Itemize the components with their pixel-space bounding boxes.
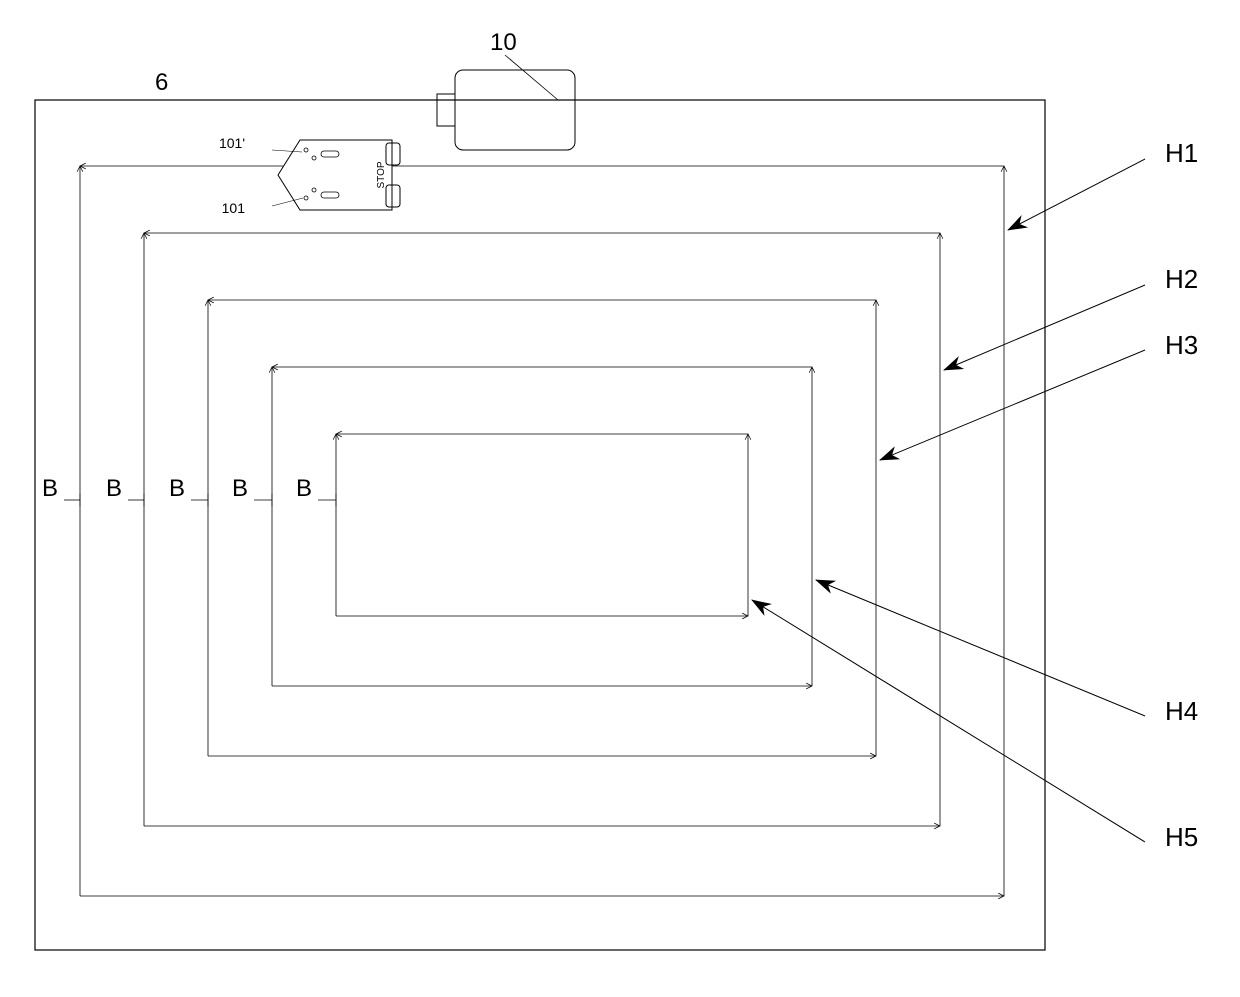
label-10: 10 (490, 29, 517, 56)
b-label-5: B (296, 475, 312, 502)
leader-H1 (1008, 159, 1145, 230)
label-H5: H5 (1165, 822, 1198, 852)
label-H4: H4 (1165, 696, 1198, 726)
label-H3: H3 (1165, 330, 1198, 360)
b-label-4: B (232, 475, 248, 502)
b-label-3: B (169, 475, 185, 502)
mower-body (278, 140, 392, 210)
outer-frame (35, 100, 1045, 950)
charger-tab (437, 94, 455, 126)
b-label-2: B (106, 475, 122, 502)
leader-H3 (880, 350, 1145, 460)
label-H2: H2 (1165, 264, 1198, 294)
label-101: 101 (222, 200, 246, 216)
charger-box (455, 70, 575, 150)
leader-10 (505, 55, 558, 100)
label-101-prime: 101' (219, 135, 245, 151)
label-H1: H1 (1165, 138, 1198, 168)
leader-H4 (816, 580, 1145, 716)
mower-stop-label: STOP (376, 161, 387, 188)
label-6: 6 (155, 69, 168, 96)
leader-H5 (752, 600, 1145, 842)
b-label-1: B (42, 475, 58, 502)
